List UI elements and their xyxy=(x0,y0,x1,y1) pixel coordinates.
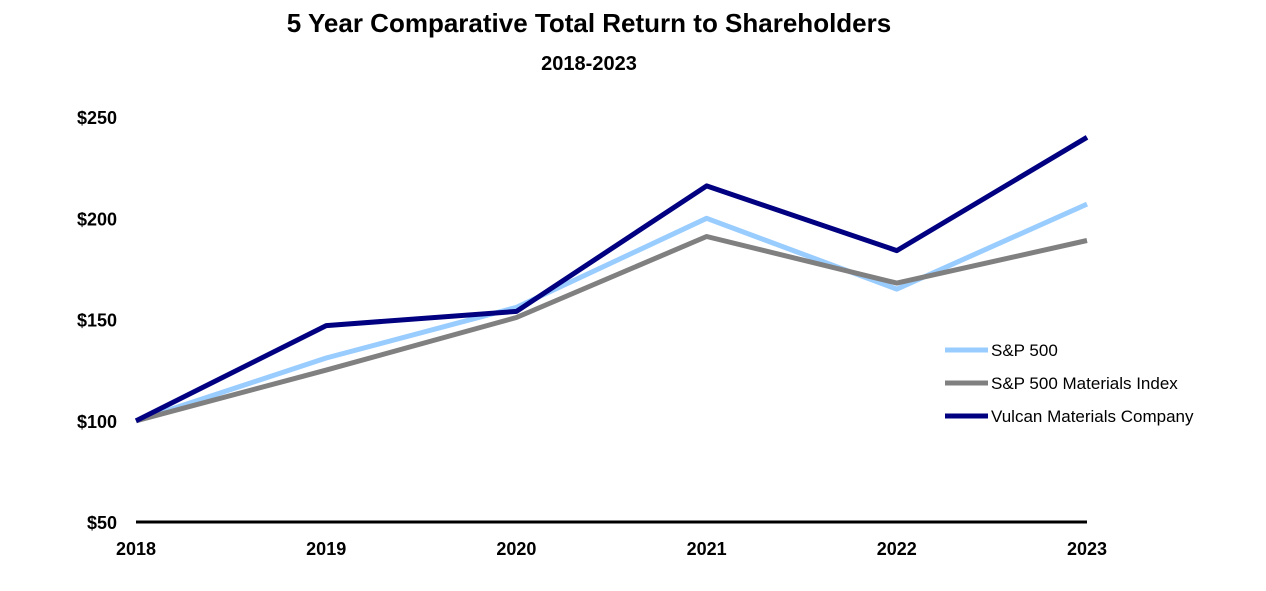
y-tick-label: $100 xyxy=(77,412,117,432)
x-axis: 2018 2019 2020 2021 2022 2023 xyxy=(116,539,1107,559)
plot-area xyxy=(134,135,1089,424)
legend-label: S&P 500 xyxy=(991,341,1058,360)
x-tick-label: 2019 xyxy=(306,539,346,559)
x-tick-label: 2020 xyxy=(496,539,536,559)
legend-label: Vulcan Materials Company xyxy=(991,407,1194,426)
x-tick-label: 2022 xyxy=(877,539,917,559)
legend: S&P 500 S&P 500 Materials Index Vulcan Mat… xyxy=(945,341,1194,426)
x-tick-label: 2018 xyxy=(116,539,156,559)
series-line-s-p-500 xyxy=(135,201,1089,424)
series-line-s-p-500-materials-index xyxy=(135,234,1088,424)
chart-subtitle: 2018-2023 xyxy=(541,53,637,75)
x-tick-label: 2023 xyxy=(1067,539,1107,559)
y-tick-label: $50 xyxy=(87,513,117,533)
y-tick-label: $250 xyxy=(77,108,117,128)
legend-label: S&P 500 Materials Index xyxy=(991,374,1178,393)
chart-title: 5 Year Comparative Total Return to Share… xyxy=(287,8,891,38)
y-axis: $50 $100 $150 $200 $250 xyxy=(77,108,117,533)
x-tick-label: 2021 xyxy=(687,539,727,559)
series-line-vulcan-materials-company xyxy=(134,135,1089,424)
y-tick-label: $150 xyxy=(77,311,117,331)
y-tick-label: $200 xyxy=(77,209,117,229)
